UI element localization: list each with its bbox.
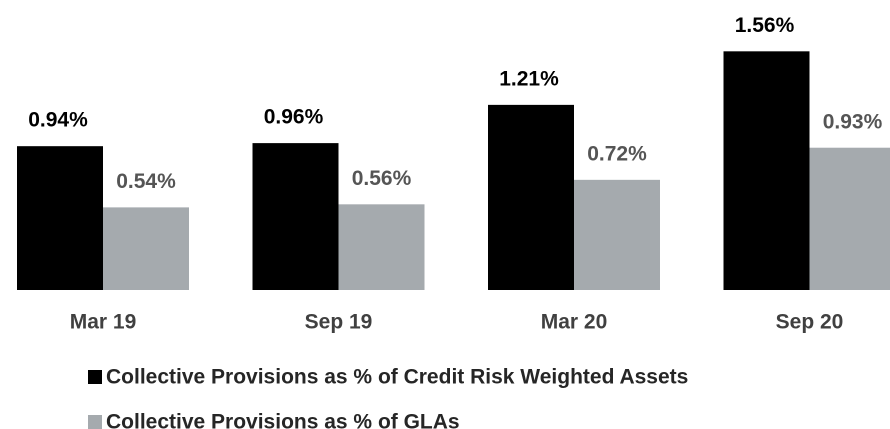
data-label: 0.94%: [28, 109, 88, 132]
x-tick-label: Sep 20: [776, 311, 844, 334]
bar: [252, 143, 339, 290]
data-label: 0.96%: [264, 106, 324, 129]
bar: [17, 146, 103, 290]
bar: [574, 179, 660, 290]
bar: [338, 204, 425, 290]
data-label: 1.21%: [499, 67, 559, 90]
legend-swatch: [88, 370, 102, 384]
data-label: 0.72%: [587, 142, 647, 165]
data-label: 1.56%: [735, 14, 795, 37]
x-tick-label: Sep 19: [305, 311, 373, 334]
legend-label: Collective Provisions as % of GLAs: [106, 411, 460, 429]
x-tick-label: Mar 19: [70, 311, 137, 334]
legend-label: Collective Provisions as % of Credit Ris…: [106, 366, 688, 389]
data-label: 0.93%: [823, 110, 883, 133]
legend-swatch: [88, 415, 102, 429]
data-label: 0.54%: [116, 170, 176, 193]
bar: [723, 51, 810, 290]
data-label: 0.56%: [352, 167, 412, 190]
bar: [103, 207, 189, 290]
bar: [809, 147, 890, 290]
bar: [488, 104, 574, 291]
x-tick-label: Mar 20: [541, 311, 608, 334]
